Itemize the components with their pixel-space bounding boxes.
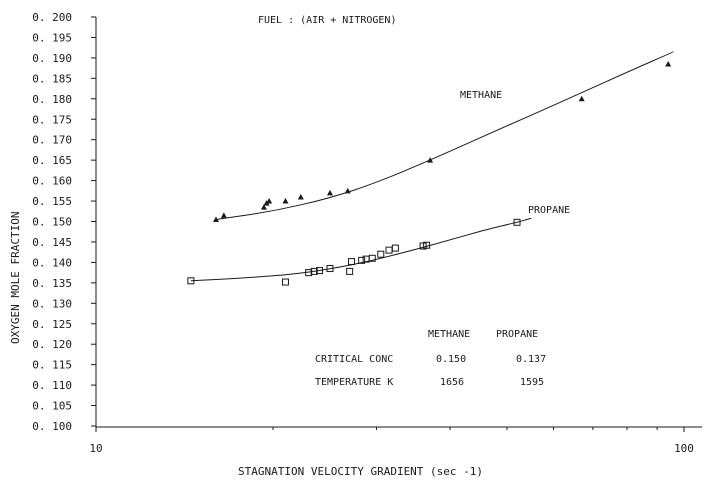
table-cell-methane-critical-conc: 0.150 — [436, 354, 466, 365]
methane-data-point — [579, 96, 585, 102]
y-axis-label: OXYGEN MOLE FRACTION — [9, 212, 22, 344]
y-tick-label: 0. 150 — [32, 216, 72, 229]
y-tick-label: 0. 125 — [32, 318, 72, 331]
methane-data-point — [327, 190, 333, 196]
table-cell-propane-critical-conc: 0.137 — [516, 354, 546, 365]
y-tick-label: 0. 120 — [32, 338, 72, 351]
propane-fit-curve — [191, 218, 531, 281]
methane-data-point — [345, 188, 351, 194]
x-tick-label: 100 — [674, 442, 694, 455]
methane-data-point — [221, 212, 227, 218]
y-tick-label: 0. 190 — [32, 52, 72, 65]
methane-curve-label: METHANE — [460, 90, 502, 101]
table-row-label-temperature: TEMPERATURE K — [315, 377, 393, 388]
y-tick-label: 0. 145 — [32, 236, 72, 249]
y-tick-label: 0. 165 — [32, 154, 72, 167]
axes — [96, 17, 702, 427]
y-tick-label: 0. 185 — [32, 72, 72, 85]
y-tick-label: 0. 195 — [32, 31, 72, 44]
data-points — [188, 61, 671, 285]
y-tick-label: 0. 170 — [32, 134, 72, 147]
x-ticks: 10 100 — [89, 427, 694, 455]
methane-data-point — [427, 157, 433, 163]
methane-data-point — [282, 198, 288, 204]
methane-data-point — [665, 61, 671, 67]
fit-curves — [191, 52, 674, 281]
y-tick-label: 0. 160 — [32, 175, 72, 188]
y-tick-label: 0. 180 — [32, 93, 72, 106]
summary-table: METHANE PROPANE CRITICAL CONC 0.150 0.13… — [315, 329, 546, 388]
propane-curve-label: PROPANE — [528, 205, 570, 216]
y-tick-label: 0. 175 — [32, 113, 72, 126]
table-header-propane: PROPANE — [496, 329, 538, 340]
methane-data-point — [266, 198, 272, 204]
y-tick-label: 0. 105 — [32, 400, 72, 413]
propane-data-point — [282, 279, 288, 285]
y-ticks: 0. 100 0. 105 0. 110 0. 115 0. 120 0. 125 0. 1… — [32, 11, 96, 433]
chart-title: FUEL : (AIR + NITROGEN) — [258, 15, 396, 26]
y-tick-label: 0. 200 — [32, 11, 72, 24]
x-tick-label: 10 — [89, 442, 102, 455]
propane-data-point — [349, 259, 355, 265]
y-tick-label: 0. 130 — [32, 297, 72, 310]
y-tick-label: 0. 155 — [32, 195, 72, 208]
table-cell-propane-temperature: 1595 — [520, 377, 544, 388]
y-tick-label: 0. 135 — [32, 277, 72, 290]
y-tick-label: 0. 110 — [32, 379, 72, 392]
y-tick-label: 0. 115 — [32, 359, 72, 372]
methane-data-point — [298, 194, 304, 200]
y-tick-label: 0. 140 — [32, 256, 72, 269]
propane-data-point — [378, 251, 384, 257]
propane-data-point — [392, 245, 398, 251]
propane-data-point — [347, 268, 353, 274]
x-axis-label: STAGNATION VELOCITY GRADIENT (sec -1) — [238, 465, 483, 478]
table-row-label-critical-conc: CRITICAL CONC — [315, 354, 393, 365]
propane-data-point — [386, 247, 392, 253]
table-header-methane: METHANE — [428, 329, 470, 340]
y-tick-label: 0. 100 — [32, 420, 72, 433]
methane-fit-curve — [216, 52, 674, 220]
table-cell-methane-temperature: 1656 — [440, 377, 464, 388]
